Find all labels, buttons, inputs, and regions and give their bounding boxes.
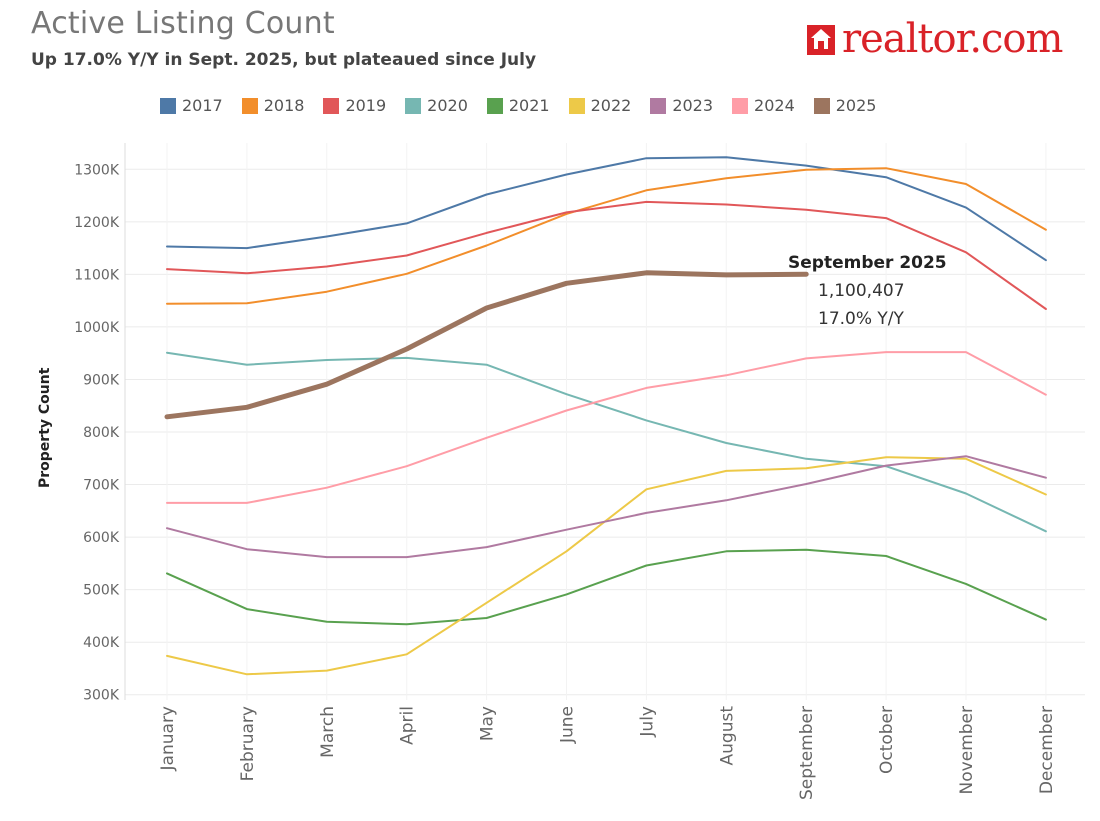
series-line-2019: [166, 200, 1047, 310]
legend-swatch: [241, 97, 258, 114]
y-axis-label: Property Count: [37, 367, 53, 488]
legend-label: 2025: [835, 96, 877, 115]
y-tick-label: 1000K: [74, 320, 120, 336]
legend-swatch: [405, 97, 422, 114]
series-line-2017: [166, 156, 1047, 262]
y-tick-label: 700K: [83, 478, 120, 494]
legend-label: 2018: [263, 96, 305, 115]
x-tick-label: October: [877, 706, 897, 774]
legend-label: 2022: [590, 96, 632, 115]
annotation-value: 1,100,407: [818, 281, 905, 301]
legend-swatch: [732, 97, 749, 114]
y-tick-label: 500K: [83, 583, 120, 599]
annotation-title: September 2025: [788, 253, 947, 273]
legend-item-2018: 2018: [241, 96, 305, 115]
x-tick-label: August: [717, 706, 737, 766]
series-line-2020: [166, 351, 1047, 533]
x-tick-label: May: [478, 706, 498, 741]
legend-label: 2024: [754, 96, 795, 115]
x-tick-label: March: [318, 706, 338, 758]
legend-label: 2019: [345, 96, 387, 115]
x-tick-label: January: [158, 706, 178, 771]
legend-swatch: [160, 97, 176, 114]
legend-item-2017: 2017: [160, 96, 223, 115]
series-line-2025: [164, 270, 809, 420]
x-tick-label: February: [238, 706, 258, 781]
y-tick-label: 800K: [83, 425, 120, 441]
legend-item-2019: 2019: [323, 96, 386, 115]
legend-label: 2023: [672, 96, 714, 115]
series-line-2018: [166, 167, 1047, 305]
x-tick-label: December: [1037, 706, 1057, 794]
legend-swatch: [323, 97, 340, 114]
y-tick-label: 1100K: [74, 267, 120, 283]
y-tick-label: 1300K: [74, 162, 120, 178]
x-tick-label: June: [558, 706, 578, 744]
legend-swatch: [813, 97, 830, 114]
y-tick-label: 900K: [83, 372, 120, 388]
legend-label: 2017: [182, 96, 223, 115]
legend-item-2025: 2025: [813, 96, 877, 115]
series-line-2023: [166, 455, 1047, 559]
legend-item-2021: 2021: [486, 96, 550, 115]
y-tick-label: 300K: [83, 688, 120, 704]
chart-legend: 2017 2018 2019 2020 2021 2022 2023 2024 2025: [160, 96, 895, 115]
series-line-2021: [166, 548, 1047, 626]
legend-swatch: [568, 97, 585, 114]
x-tick-label: April: [398, 706, 418, 745]
legend-swatch: [650, 97, 667, 114]
house-icon: [807, 25, 835, 55]
y-tick-label: 1200K: [74, 215, 120, 231]
legend-item-2020: 2020: [405, 96, 468, 115]
legend-item-2024: 2024: [732, 96, 795, 115]
x-tick-label: September: [797, 706, 817, 800]
legend-swatch: [486, 97, 503, 114]
y-tick-label: 400K: [83, 635, 120, 651]
legend-item-2023: 2023: [650, 96, 713, 115]
legend-label: 2020: [427, 96, 468, 115]
chart-title: Active Listing Count: [31, 6, 335, 41]
chart-subtitle: Up 17.0% Y/Y in Sept. 2025, but plateaue…: [31, 50, 537, 70]
logo-wordmark: realtor.com: [842, 16, 1063, 62]
annotation-yoy: 17.0% Y/Y: [818, 309, 904, 329]
x-tick-label: July: [637, 706, 657, 738]
legend-item-2022: 2022: [568, 96, 632, 115]
legend-label: 2021: [508, 96, 550, 115]
x-tick-label: November: [957, 706, 977, 794]
y-tick-label: 600K: [83, 530, 120, 546]
series-line-2024: [166, 351, 1047, 504]
realtor-logo[interactable]: realtor.com: [806, 14, 1063, 64]
